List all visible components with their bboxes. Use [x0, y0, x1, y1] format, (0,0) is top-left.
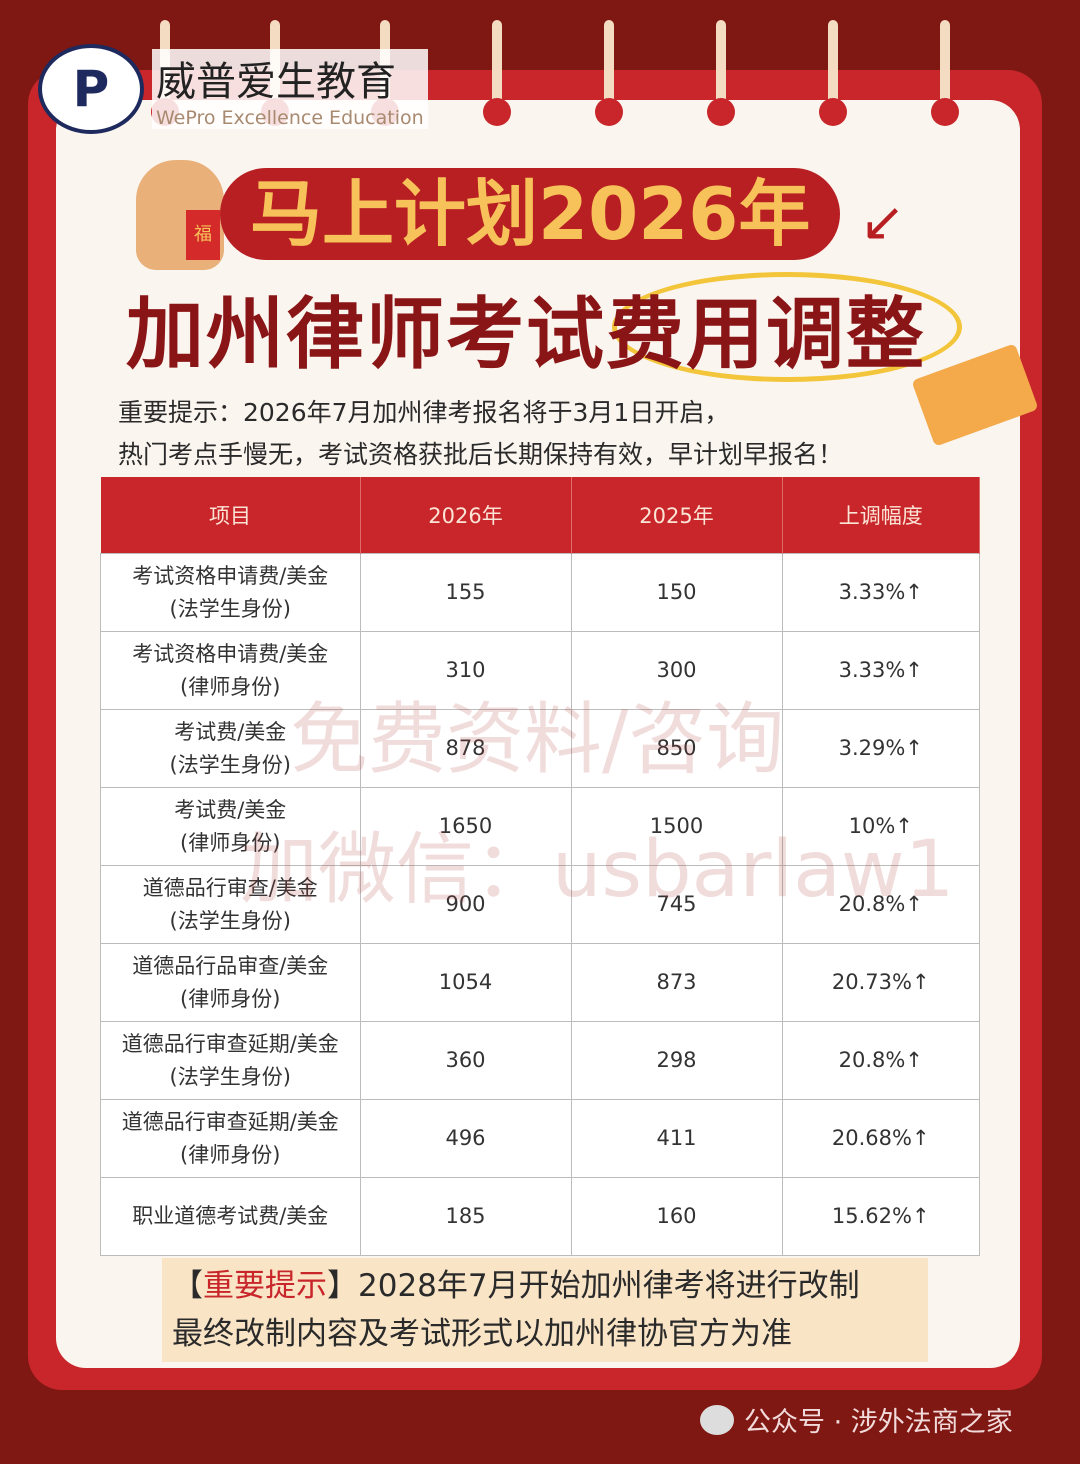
curly-arrow-icon: ↙ — [860, 190, 906, 253]
item-identity: (律师身份) — [180, 674, 281, 699]
item-name: 道德品行品审查/美金 — [132, 953, 329, 978]
change-cell: 20.8%↑ — [781, 1021, 980, 1100]
item-name: 考试费/美金 — [174, 719, 287, 744]
item-cell: 考试费/美金 (法学生身份) — [100, 709, 361, 788]
footer-credit: 公众号 · 涉外法商之家 — [700, 1400, 1013, 1439]
table-row: 道德品行审查延期/美金 (法学生身份) 360 298 20.8%↑ — [100, 1021, 980, 1100]
item-cell: 考试费/美金 (律师身份) — [100, 787, 361, 866]
table-row: 考试费/美金 (法学生身份) 878 850 3.29%↑ — [100, 709, 980, 788]
table-row: 考试资格申请费/美金 (法学生身份) 155 150 3.33%↑ — [100, 553, 980, 632]
item-identity: (法学生身份) — [169, 596, 291, 621]
y2025-cell: 300 — [570, 631, 783, 710]
y2025-cell: 873 — [570, 943, 783, 1022]
item-name: 道德品行审查延期/美金 — [121, 1031, 339, 1056]
y2025-cell: 745 — [570, 865, 783, 944]
notice-line2: 热门考点手慢无，考试资格获批后长期保持有效，早计划早报名！ — [118, 440, 844, 469]
item-cell: 考试资格申请费/美金 (法学生身份) — [100, 553, 361, 632]
tip-bracket-open: 【 — [172, 1268, 203, 1304]
tip-bracket-close: 】 — [327, 1268, 358, 1304]
item-identity: (法学生身份) — [169, 752, 291, 777]
tip-line1: 2028年7月开始加州律考将进行改制 — [358, 1268, 860, 1304]
change-cell: 10%↑ — [781, 787, 980, 866]
change-cell: 3.33%↑ — [781, 553, 980, 632]
notice-line1: 重要提示：2026年7月加州律考报名将于3月1日开启， — [118, 398, 730, 427]
item-cell: 道德品行审查延期/美金 (法学生身份) — [100, 1021, 361, 1100]
y2025-cell: 850 — [570, 709, 783, 788]
item-name: 职业道德考试费/美金 — [132, 1204, 329, 1228]
title-line2: 加州律师考试费用调整 — [126, 290, 927, 380]
brand-logo: P 威普爱生教育 WePro Excellence Education — [38, 44, 428, 134]
change-cell: 20.68%↑ — [781, 1099, 980, 1178]
y2025-cell: 411 — [570, 1099, 783, 1178]
item-cell: 道德品行审查延期/美金 (律师身份) — [100, 1099, 361, 1178]
y2026-cell: 185 — [359, 1177, 572, 1256]
column-header: 2026年 — [360, 477, 572, 554]
y2026-cell: 900 — [359, 865, 572, 944]
table-row: 道德品行审查延期/美金 (律师身份) 496 411 20.68%↑ — [100, 1099, 980, 1178]
table-row: 考试资格申请费/美金 (律师身份) 310 300 3.33%↑ — [100, 631, 980, 710]
table-row: 道德品行审查/美金 (法学生身份) 900 745 20.8%↑ — [100, 865, 980, 944]
brand-name-en: WePro Excellence Education — [152, 107, 428, 129]
tip-highlight: 重要提示 — [203, 1268, 327, 1304]
item-cell: 职业道德考试费/美金 — [100, 1177, 361, 1256]
y2026-cell: 1054 — [359, 943, 572, 1022]
item-identity: (律师身份) — [180, 830, 281, 855]
notice-text: 重要提示：2026年7月加州律考报名将于3月1日开启， 热门考点手慢无，考试资格… — [118, 392, 843, 476]
change-cell: 20.73%↑ — [781, 943, 980, 1022]
ring-icon — [595, 20, 623, 126]
item-name: 考试资格申请费/美金 — [132, 563, 329, 588]
y2025-cell: 160 — [570, 1177, 783, 1256]
column-header: 项目 — [100, 477, 361, 554]
fee-table: 项目 2026年 2025年 上调幅度 考试资格申请费/美金 (法学生身份) 155 150… — [100, 477, 980, 1256]
ring-icon — [707, 20, 735, 126]
title-line1: 马上计划2026年 — [220, 168, 841, 260]
y2026-cell: 878 — [359, 709, 572, 788]
item-identity: (律师身份) — [180, 986, 281, 1011]
table-row: 考试费/美金 (律师身份) 1650 1500 10%↑ — [100, 787, 980, 866]
change-cell: 15.62%↑ — [781, 1177, 980, 1256]
item-name: 考试资格申请费/美金 — [132, 641, 329, 666]
important-tip: 【重要提示】2028年7月开始加州律考将进行改制 最终改制内容及考试形式以加州律… — [162, 1258, 928, 1362]
item-cell: 道德品行品审查/美金 (律师身份) — [100, 943, 361, 1022]
column-header: 2025年 — [571, 477, 783, 554]
wechat-icon — [700, 1404, 734, 1435]
item-cell: 考试资格申请费/美金 (律师身份) — [100, 631, 361, 710]
change-cell: 3.33%↑ — [781, 631, 980, 710]
brand-name-cn: 威普爱生教育 — [152, 49, 428, 107]
highlight-circle — [612, 272, 962, 382]
footer-text: 公众号 · 涉外法商之家 — [744, 1407, 1013, 1438]
y2026-cell: 496 — [359, 1099, 572, 1178]
logo-mark-icon: P — [38, 44, 144, 134]
item-identity: (法学生身份) — [169, 1064, 291, 1089]
item-cell: 道德品行审查/美金 (法学生身份) — [100, 865, 361, 944]
item-name: 道德品行审查延期/美金 — [121, 1109, 339, 1134]
item-name: 道德品行审查/美金 — [142, 875, 318, 900]
item-identity: (律师身份) — [180, 1142, 281, 1167]
tip-line2: 最终改制内容及考试形式以加州律协官方为准 — [172, 1316, 792, 1352]
y2026-cell: 155 — [359, 553, 572, 632]
item-identity: (法学生身份) — [169, 908, 291, 933]
table-row: 职业道德考试费/美金 185 160 15.62%↑ — [100, 1177, 980, 1256]
change-cell: 20.8%↑ — [781, 865, 980, 944]
y2025-cell: 150 — [570, 553, 783, 632]
y2025-cell: 1500 — [570, 787, 783, 866]
ring-icon — [819, 20, 847, 126]
ring-icon — [483, 20, 511, 126]
y2025-cell: 298 — [570, 1021, 783, 1100]
table-row: 道德品行品审查/美金 (律师身份) 1054 873 20.73%↑ — [100, 943, 980, 1022]
y2026-cell: 360 — [359, 1021, 572, 1100]
horse-mascot-icon — [136, 160, 224, 270]
item-name: 考试费/美金 — [174, 797, 287, 822]
column-header: 上调幅度 — [782, 477, 980, 554]
change-cell: 3.29%↑ — [781, 709, 980, 788]
ring-icon — [931, 20, 959, 126]
y2026-cell: 1650 — [359, 787, 572, 866]
y2026-cell: 310 — [359, 631, 572, 710]
